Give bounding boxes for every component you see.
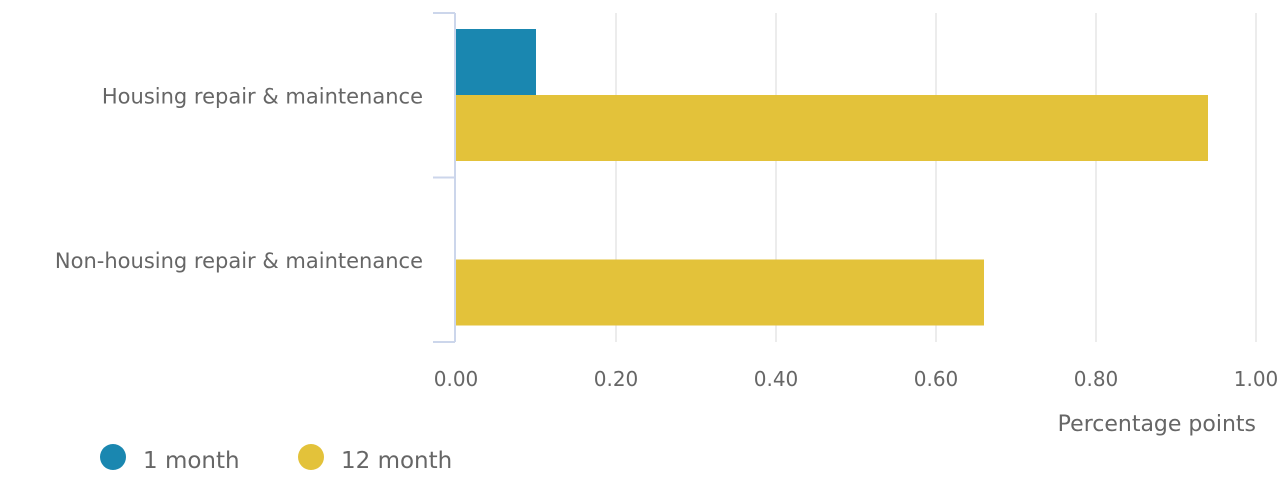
- category-labels: Housing repair & maintenance Non-housing …: [55, 84, 423, 273]
- bar-12-month-0: [456, 95, 1208, 161]
- x-tick-label: 0.60: [914, 367, 959, 391]
- bar-1-month-0: [456, 29, 536, 95]
- x-tick-labels: 0.00 0.20 0.40 0.60 0.80 1.00: [434, 367, 1279, 391]
- x-axis-title: Percentage points: [1058, 412, 1256, 437]
- category-label: Non-housing repair & maintenance: [55, 249, 423, 273]
- category-axis: [433, 12, 456, 343]
- x-tick-label: 0.80: [1074, 367, 1119, 391]
- bar-12-month-1: [456, 259, 984, 326]
- bars: [456, 29, 1208, 326]
- x-tick-label: 1.00: [1234, 367, 1279, 391]
- legend-marker: [298, 444, 324, 470]
- legend-label[interactable]: 12 month: [341, 448, 452, 474]
- legend-label[interactable]: 1 month: [143, 448, 240, 474]
- legend: 1 month 12 month: [100, 444, 452, 474]
- category-label: Housing repair & maintenance: [102, 84, 423, 108]
- x-tick-label: 0.00: [434, 367, 479, 391]
- x-tick-label: 0.20: [594, 367, 639, 391]
- x-tick-label: 0.40: [754, 367, 799, 391]
- legend-marker: [100, 444, 126, 470]
